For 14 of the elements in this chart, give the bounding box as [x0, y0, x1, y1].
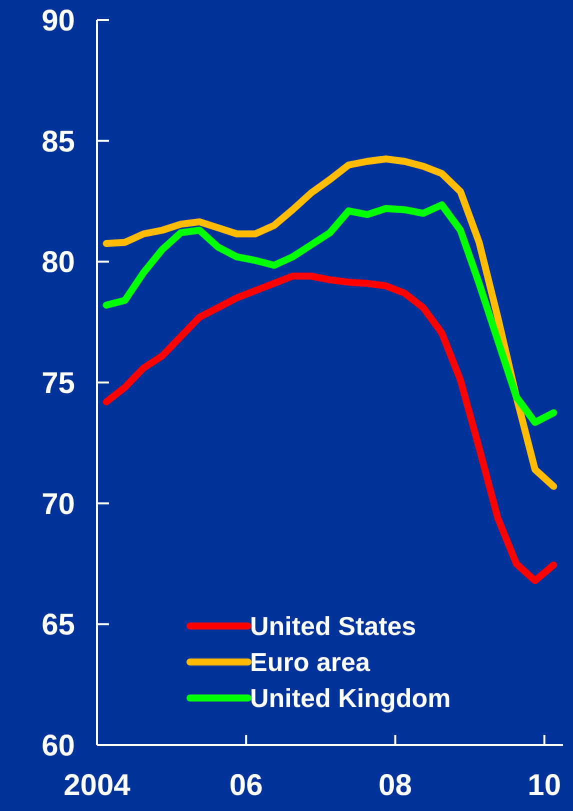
y-tick-label: 75 — [42, 367, 75, 400]
y-tick-label: 80 — [42, 246, 75, 280]
legend-label: United States — [250, 611, 416, 642]
y-tick-label: 70 — [42, 488, 75, 521]
legend-label: Euro area — [250, 647, 370, 678]
y-tick-label: 65 — [42, 608, 75, 642]
x-tick-label: 2004 — [64, 769, 131, 802]
x-tick-label: 08 — [378, 769, 412, 802]
y-tick-label: 60 — [42, 730, 75, 762]
x-tick-label: 06 — [229, 769, 263, 802]
y-tick-label: 85 — [42, 125, 75, 158]
x-tick-label: 10 — [528, 769, 562, 802]
y-tick-label: 90 — [42, 4, 75, 38]
legend-label: United Kingdom — [250, 683, 451, 714]
